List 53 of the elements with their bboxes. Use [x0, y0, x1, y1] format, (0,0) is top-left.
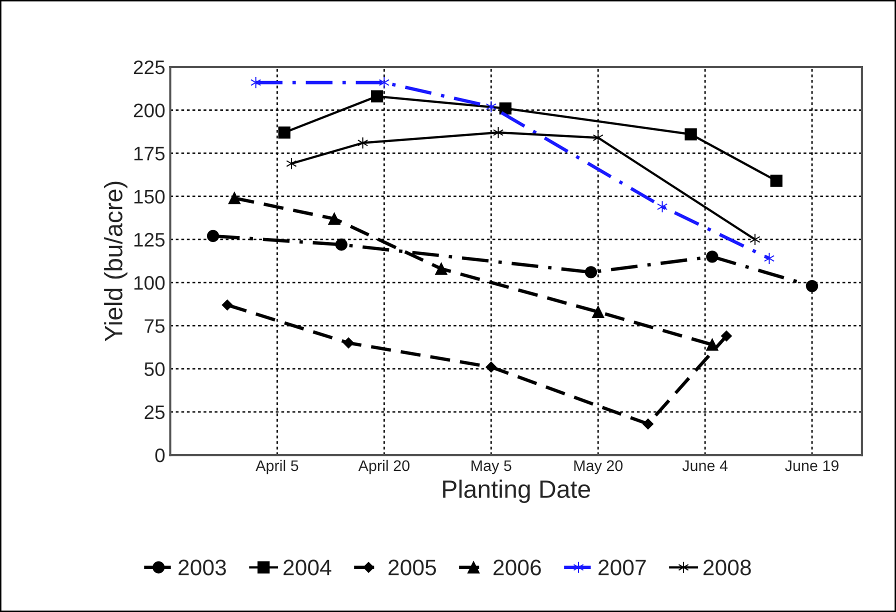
- point: [764, 252, 775, 265]
- y-tick-label: 100: [134, 276, 165, 290]
- point: [706, 250, 718, 263]
- point: [770, 174, 782, 187]
- point: [206, 230, 220, 242]
- point: [642, 418, 654, 430]
- point: [584, 266, 598, 278]
- legend-label: 2004: [284, 560, 332, 576]
- point: [806, 280, 818, 292]
- y-tick-label: 25: [144, 405, 165, 420]
- point: [592, 306, 604, 318]
- y-tick-label: 75: [144, 319, 165, 333]
- legend-label: 2008: [704, 560, 751, 576]
- legend-label: 2005: [388, 560, 436, 576]
- point: [370, 90, 384, 102]
- x-tick-label: May 5: [472, 460, 512, 474]
- y-tick-label: 175: [134, 146, 165, 160]
- y-tick-label: 50: [144, 362, 165, 376]
- x-axis-title: Planting Date: [443, 480, 590, 503]
- point: [222, 300, 233, 310]
- y-axis-title: Yield (bu/acre): [104, 182, 128, 342]
- y-tick-label: 150: [134, 190, 165, 204]
- point: [592, 132, 604, 144]
- y-tick-label: 125: [134, 232, 165, 247]
- point: [343, 338, 354, 348]
- point: [706, 338, 718, 351]
- legend-label: 2003: [178, 560, 226, 576]
- point: [721, 330, 732, 342]
- x-tick-label: June 19: [785, 460, 838, 472]
- point: [750, 233, 760, 246]
- point: [435, 262, 448, 275]
- point: [492, 126, 504, 139]
- x-tick-label: June 4: [682, 460, 728, 472]
- point: [656, 200, 668, 213]
- x-tick-label: April 5: [256, 460, 298, 474]
- x-tick-label: April 20: [358, 460, 410, 474]
- point: [357, 136, 368, 149]
- point: [499, 102, 512, 114]
- point: [286, 158, 297, 170]
- legend-label: 2007: [598, 560, 646, 576]
- point: [486, 100, 496, 113]
- point: [378, 76, 390, 89]
- point: [684, 128, 697, 140]
- point: [486, 362, 497, 373]
- y-tick-label: 200: [134, 104, 165, 118]
- x-tick-label: May 20: [574, 460, 623, 474]
- point: [328, 212, 340, 225]
- point: [278, 126, 290, 139]
- y-tick-label: 0: [155, 448, 165, 462]
- point: [335, 238, 348, 251]
- legend-label: 2006: [494, 560, 541, 576]
- y-tick-label: 225: [134, 60, 165, 74]
- point: [228, 192, 240, 204]
